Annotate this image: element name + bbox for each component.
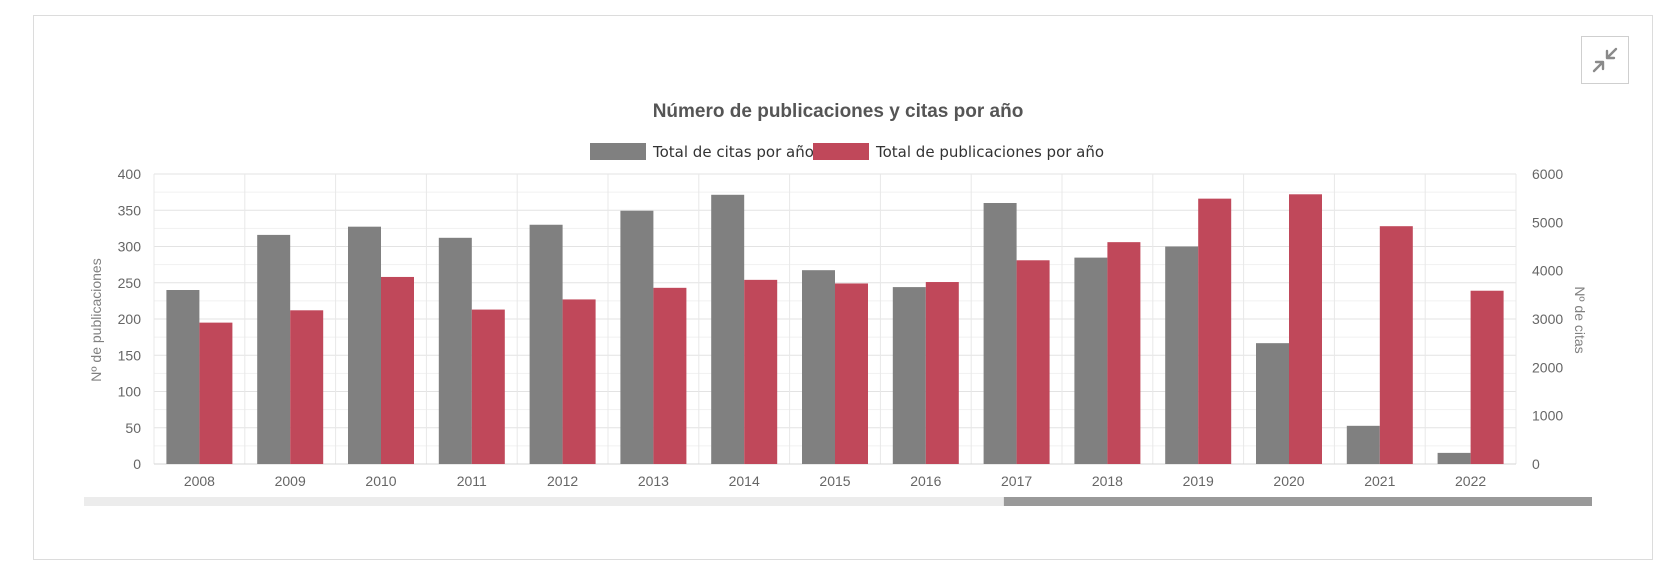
bar-publicaciones[interactable] <box>1289 194 1322 465</box>
bar-publicaciones[interactable] <box>1470 290 1504 464</box>
bar-citas[interactable] <box>620 210 654 464</box>
chart-scrollbar[interactable] <box>84 497 1592 506</box>
bar-citas[interactable] <box>892 287 926 464</box>
left-axis-ticks: 0 50 100 150 200 250 300 350 400 <box>118 166 142 472</box>
x-tick-label: 2015 <box>819 473 850 489</box>
left-tick-label: 150 <box>118 347 142 363</box>
collapse-button[interactable] <box>1581 36 1629 84</box>
bar-citas[interactable] <box>438 237 472 464</box>
x-tick-label: 2019 <box>1183 473 1214 489</box>
left-tick-label: 100 <box>118 384 142 400</box>
x-tick-label: 2010 <box>365 473 396 489</box>
bar-publicaciones[interactable] <box>471 309 505 464</box>
x-tick-label: 2013 <box>638 473 669 489</box>
legend-label-publicaciones: Total de publicaciones por año <box>875 143 1104 161</box>
x-tick-label: 2008 <box>184 473 215 489</box>
left-tick-label: 400 <box>118 166 142 182</box>
bar-citas[interactable] <box>348 226 381 464</box>
legend-swatch-publicaciones <box>813 143 869 160</box>
bar-citas[interactable] <box>1074 257 1108 464</box>
left-tick-label: 350 <box>118 202 142 218</box>
chart-title: Número de publicaciones y citas por año <box>653 101 1024 122</box>
scrollbar-track[interactable] <box>84 497 1592 506</box>
bar-publicaciones[interactable] <box>1198 198 1232 464</box>
x-tick-label: 2020 <box>1273 473 1304 489</box>
right-tick-label: 1000 <box>1532 408 1563 424</box>
left-tick-label: 200 <box>118 311 142 327</box>
bar-publicaciones[interactable] <box>1016 260 1050 464</box>
x-tick-label: 2022 <box>1455 473 1486 489</box>
bar-publicaciones[interactable] <box>562 299 596 464</box>
left-tick-label: 250 <box>118 275 142 291</box>
legend: Total de citas por año Total de publicac… <box>590 143 1104 161</box>
bar-publicaciones[interactable] <box>1379 226 1413 464</box>
legend-item-citas[interactable]: Total de citas por año <box>590 143 814 161</box>
collapse-arrows-icon <box>1592 47 1618 73</box>
bar-publicaciones[interactable] <box>835 283 868 464</box>
x-tick-label: 2018 <box>1092 473 1123 489</box>
right-tick-label: 4000 <box>1532 263 1563 279</box>
right-tick-label: 2000 <box>1532 359 1563 375</box>
bar-publicaciones[interactable] <box>381 276 414 464</box>
right-tick-label: 3000 <box>1532 311 1563 327</box>
x-tick-label: 2011 <box>457 473 487 489</box>
x-tick-label: 2017 <box>1001 473 1032 489</box>
legend-item-publicaciones[interactable]: Total de publicaciones por año <box>813 143 1104 161</box>
left-tick-label: 300 <box>118 239 142 255</box>
right-axis-label: Nº de citas <box>1572 286 1588 353</box>
legend-swatch-citas <box>590 143 646 160</box>
bar-citas[interactable] <box>166 290 200 464</box>
bar-citas[interactable] <box>1165 246 1199 465</box>
x-tick-label: 2014 <box>729 473 760 489</box>
bar-citas[interactable] <box>529 224 563 464</box>
bar-publicaciones[interactable] <box>925 282 959 464</box>
bar-citas[interactable] <box>711 194 745 465</box>
bar-citas[interactable] <box>983 203 1017 464</box>
bar-citas[interactable] <box>1437 452 1471 464</box>
bar-publicaciones[interactable] <box>199 322 233 464</box>
bar-publicaciones[interactable] <box>290 310 324 464</box>
bar-citas[interactable] <box>1256 343 1289 464</box>
bar-citas[interactable] <box>802 270 835 464</box>
x-tick-label: 2012 <box>547 473 578 489</box>
bar-publicaciones[interactable] <box>1107 242 1141 464</box>
x-tick-label: 2009 <box>275 473 306 489</box>
left-tick-label: 50 <box>125 420 141 436</box>
x-axis-ticks: 2008 2009 2010 2011 2012 2013 2014 2015 2016 2017… <box>184 473 1487 489</box>
bars <box>166 194 1504 465</box>
scrollbar-thumb[interactable] <box>1003 497 1592 506</box>
right-tick-label: 5000 <box>1532 214 1563 230</box>
right-axis-ticks: 0 1000 2000 3000 4000 5000 6000 <box>1532 166 1563 472</box>
legend-label-citas: Total de citas por año <box>652 143 814 161</box>
x-tick-label: 2021 <box>1364 473 1395 489</box>
bar-publicaciones[interactable] <box>653 287 687 464</box>
left-axis-label: Nº de publicaciones <box>88 258 104 381</box>
x-tick-label: 2016 <box>910 473 941 489</box>
bar-citas[interactable] <box>1346 425 1380 464</box>
right-tick-label: 6000 <box>1532 166 1563 182</box>
right-tick-label: 0 <box>1532 456 1540 472</box>
bar-citas[interactable] <box>257 234 291 464</box>
left-tick-label: 0 <box>133 456 141 472</box>
bar-publicaciones[interactable] <box>744 279 778 464</box>
